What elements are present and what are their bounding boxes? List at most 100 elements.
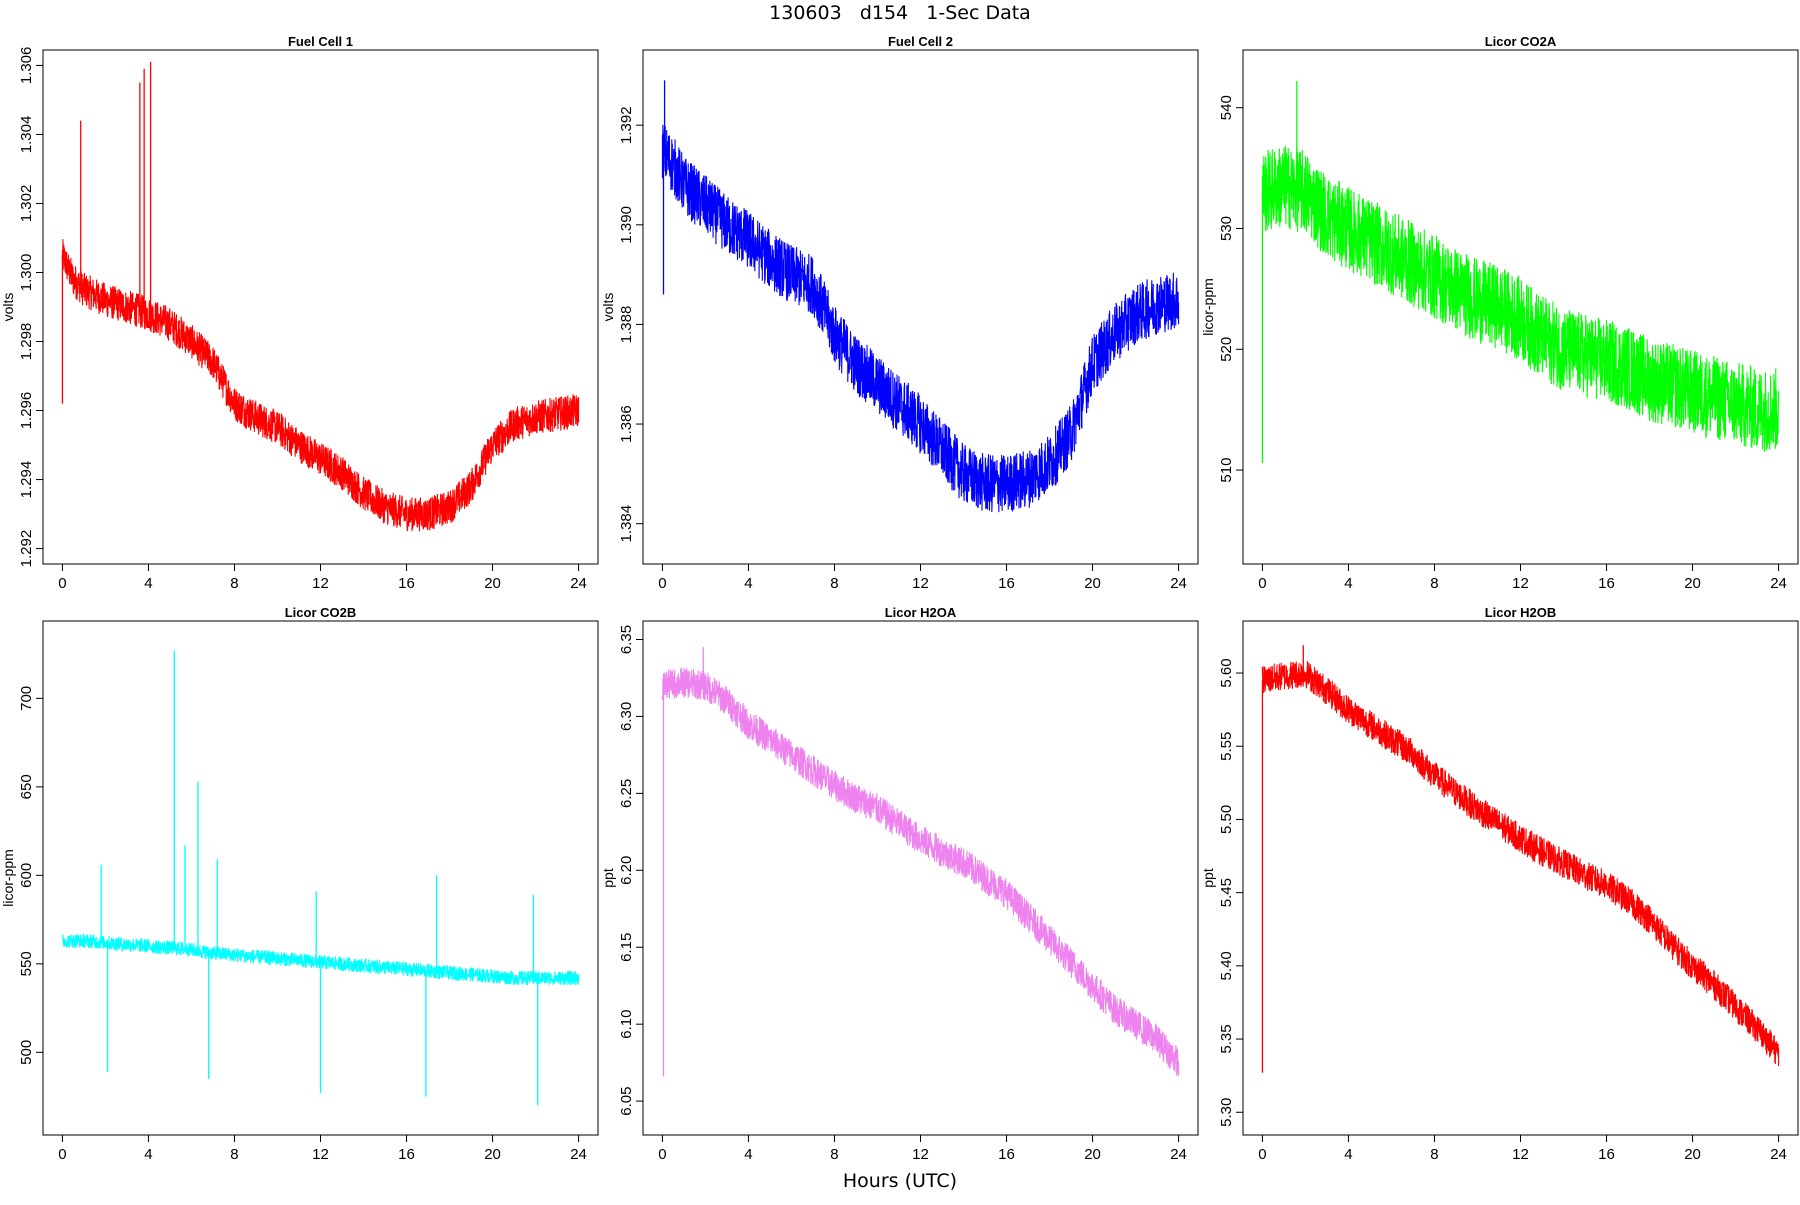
x-tick-label: 24 [570, 575, 587, 592]
y-tick-label: 550 [18, 951, 35, 976]
chart-title: Licor H2OA [885, 605, 957, 620]
series-line [61, 933, 580, 986]
x-tick-label: 0 [1258, 575, 1266, 592]
y-tick-label: 1.390 [618, 206, 635, 244]
chart-panel-5: Licor H2OA ppt 0 4 8 12 16 20 24 6.05 6.10 6.15 6.20… [600, 605, 1199, 1163]
chart-panel-2: Fuel Cell 2 volts 0 4 8 12 16 20 24 1.384 1.386 1.3… [600, 34, 1199, 592]
x-tick-label: 24 [570, 1146, 587, 1163]
y-tick-label: 1.298 [18, 323, 35, 361]
x-tick-label: 8 [1430, 575, 1438, 592]
y-tick-label: 6.25 [618, 779, 635, 808]
y-tick-label: 520 [1218, 337, 1235, 362]
series-line [1261, 661, 1780, 1067]
x-tick-label: 4 [144, 575, 152, 592]
y-tick-label: 1.304 [18, 116, 35, 154]
y-tick-label: 5.35 [1218, 1024, 1235, 1053]
chart-title: Licor CO2A [1485, 34, 1557, 49]
x-tick-label: 8 [1430, 1146, 1438, 1163]
x-tick-label: 16 [398, 1146, 415, 1163]
x-tick-label: 4 [744, 1146, 752, 1163]
x-tick-label: 0 [658, 1146, 666, 1163]
y-tick-label: 1.302 [18, 185, 35, 223]
x-tick-label: 20 [1684, 1146, 1701, 1163]
x-tick-label: 20 [1084, 575, 1101, 592]
x-tick-label: 20 [1084, 1146, 1101, 1163]
x-tick-label: 8 [230, 575, 238, 592]
y-tick-label: 5.55 [1218, 732, 1235, 761]
x-tick-label: 24 [1770, 1146, 1787, 1163]
x-tick-label: 12 [312, 575, 329, 592]
x-tick-label: 8 [830, 1146, 838, 1163]
x-tick-label: 12 [1512, 575, 1529, 592]
y-tick-label: 540 [1218, 95, 1235, 120]
y-tick-label: 5.40 [1218, 951, 1235, 980]
y-axis-label: volts [600, 293, 616, 322]
x-tick-label: 24 [1170, 575, 1187, 592]
x-tick-label: 24 [1770, 575, 1787, 592]
x-tick-label: 20 [484, 575, 501, 592]
y-tick-label: 1.392 [618, 106, 635, 144]
chart-title: Fuel Cell 1 [288, 34, 353, 49]
y-tick-label: 5.30 [1218, 1098, 1235, 1127]
x-tick-label: 20 [1684, 575, 1701, 592]
chart-panel-6: Licor H2OB ppt 0 4 8 12 16 20 24 5.30 5.35 5.40 5.45… [1200, 605, 1799, 1163]
x-tick-label: 16 [1598, 1146, 1615, 1163]
chart-title: Licor H2OB [1485, 605, 1557, 620]
y-axis-label: licor-ppm [1200, 278, 1216, 336]
y-tick-label: 5.50 [1218, 805, 1235, 834]
x-tick-label: 16 [998, 575, 1015, 592]
y-axis-label: ppt [600, 868, 616, 888]
x-tick-label: 12 [1512, 1146, 1529, 1163]
y-tick-label: 6.30 [618, 702, 635, 731]
chart-title: Licor CO2B [285, 605, 357, 620]
y-tick-label: 6.15 [618, 933, 635, 962]
y-tick-label: 1.306 [18, 47, 35, 85]
y-tick-label: 1.294 [18, 461, 35, 499]
x-tick-label: 4 [1344, 1146, 1352, 1163]
y-tick-label: 6.35 [618, 625, 635, 654]
figure-title: 130603 d154 1-Sec Data [769, 2, 1031, 24]
y-tick-label: 700 [18, 686, 35, 711]
x-tick-label: 0 [58, 575, 66, 592]
x-tick-label: 12 [912, 1146, 929, 1163]
series-line [661, 124, 1180, 513]
y-axis-label: volts [0, 293, 16, 322]
y-tick-label: 510 [1218, 458, 1235, 483]
x-tick-label: 8 [230, 1146, 238, 1163]
x-tick-label: 0 [658, 575, 666, 592]
y-tick-label: 600 [18, 863, 35, 888]
chart-panel-4: Licor CO2B licor-ppm 0 4 8 12 16 20 24 500 550 600 6… [0, 605, 599, 1163]
series-line [61, 239, 580, 532]
y-tick-label: 6.05 [618, 1087, 635, 1116]
y-tick-label: 6.10 [618, 1010, 635, 1039]
y-tick-label: 1.300 [18, 254, 35, 292]
x-tick-label: 12 [312, 1146, 329, 1163]
x-tick-label: 16 [398, 575, 415, 592]
series-line [1261, 146, 1780, 452]
y-tick-label: 5.45 [1218, 878, 1235, 907]
common-x-axis-label: Hours (UTC) [842, 1170, 958, 1192]
y-tick-label: 1.388 [618, 306, 635, 344]
y-tick-label: 1.386 [618, 405, 635, 443]
plot-frame [642, 49, 1199, 565]
x-tick-label: 0 [1258, 1146, 1266, 1163]
chart-panel-3: Licor CO2A licor-ppm 0 4 8 12 16 20 24 510 520 530 5… [1200, 34, 1799, 592]
y-tick-label: 650 [18, 774, 35, 799]
chart-panel-1: Fuel Cell 1 volts 0 4 8 12 16 20 24 1.292 1.294 1.2… [0, 34, 599, 592]
y-tick-label: 6.20 [618, 856, 635, 885]
y-tick-label: 5.60 [1218, 658, 1235, 687]
y-tick-label: 1.296 [18, 392, 35, 430]
x-tick-label: 0 [58, 1146, 66, 1163]
x-tick-label: 16 [998, 1146, 1015, 1163]
x-tick-label: 4 [144, 1146, 152, 1163]
x-tick-label: 16 [1598, 575, 1615, 592]
x-tick-label: 4 [744, 575, 752, 592]
x-tick-label: 12 [912, 575, 929, 592]
x-tick-label: 24 [1170, 1146, 1187, 1163]
y-tick-label: 500 [18, 1040, 35, 1065]
series-line [661, 667, 1180, 1076]
x-tick-label: 20 [484, 1146, 501, 1163]
x-tick-label: 8 [830, 575, 838, 592]
y-tick-label: 530 [1218, 216, 1235, 241]
